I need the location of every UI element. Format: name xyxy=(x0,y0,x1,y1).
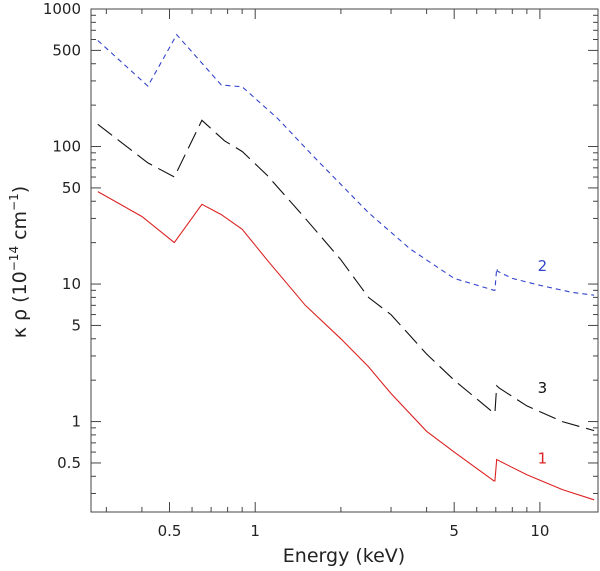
x-tick-label: 1 xyxy=(250,522,260,540)
y-axis-title-exp2: −1 xyxy=(7,193,21,211)
plot-frame xyxy=(90,8,599,513)
series-label-1: 1 xyxy=(538,449,548,467)
series-lines xyxy=(97,33,595,501)
y-tick-label: 1 xyxy=(71,413,81,431)
y-tick-label: 100 xyxy=(52,138,81,156)
x-axis-title: Energy (keV) xyxy=(283,545,405,567)
series-label-2: 2 xyxy=(538,257,548,275)
y-axis-title-base: κ ρ (10 xyxy=(9,271,31,338)
x-tick-label: 5 xyxy=(449,522,459,540)
y-tick-label: 0.5 xyxy=(57,454,81,472)
y-axis-title-end: ) xyxy=(9,186,31,193)
y-axis-title-mid: cm xyxy=(9,211,31,246)
y-tick-labels: 0.5 1 5 10 50 100 500 1000 xyxy=(43,0,81,472)
axis-ticks xyxy=(91,8,598,512)
y-tick-label: 1000 xyxy=(43,0,81,18)
x-tick-label: 10 xyxy=(530,522,549,540)
series-line-2 xyxy=(97,33,595,296)
y-axis-title: κ ρ (10−14 cm−1) xyxy=(7,186,31,338)
y-tick-label: 50 xyxy=(62,179,81,197)
series-line-1 xyxy=(97,191,595,501)
series-line-3 xyxy=(97,119,595,432)
x-tick-labels: 0.5 1 5 10 xyxy=(158,522,550,540)
y-tick-label: 500 xyxy=(52,41,81,59)
y-tick-label: 5 xyxy=(71,316,81,334)
y-tick-label: 10 xyxy=(62,275,81,293)
series-labels: 2 3 1 xyxy=(538,257,548,467)
y-axis-title-exp1: −14 xyxy=(7,246,21,271)
x-tick-label: 0.5 xyxy=(158,522,182,540)
series-label-3: 3 xyxy=(538,379,548,397)
